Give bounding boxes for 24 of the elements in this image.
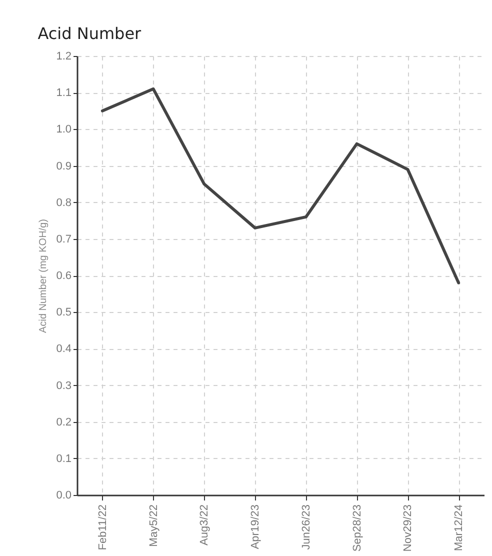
x-tick-label: Nov29/23 <box>402 504 414 552</box>
x-tick-label: Apr19/23 <box>250 504 262 550</box>
x-tick-label: Aug3/22 <box>198 504 211 546</box>
x-tick-label: Jun26/23 <box>300 504 312 550</box>
y-tick-label: 1.1 <box>56 87 72 100</box>
y-tick-label: 0.7 <box>56 233 72 246</box>
x-tick-label: Feb11/22 <box>96 504 109 550</box>
x-tick-label: Sep28/23 <box>351 504 364 552</box>
y-tick-label: 0.3 <box>56 380 72 392</box>
y-tick-label: 1.0 <box>56 124 72 136</box>
y-tick-label: 1.2 <box>56 50 72 62</box>
chart-title: Acid Number <box>38 24 142 43</box>
y-tick-label: 0.0 <box>56 490 72 502</box>
x-tick-label: May5/22 <box>148 504 160 547</box>
x-tick-label: Mar12/24 <box>453 504 466 551</box>
line-series <box>100 87 460 284</box>
y-axis-title: Acid Number (mg KOH/g) <box>38 219 50 333</box>
y-tick-label: 0.2 <box>56 416 72 428</box>
y-tick-label: 0.5 <box>56 306 72 319</box>
y-tick-label: 0.9 <box>56 160 72 172</box>
y-tick-label: 0.4 <box>56 343 72 356</box>
y-tick-label: 0.1 <box>56 452 72 465</box>
y-tick-label: 0.6 <box>56 270 72 282</box>
y-tick-label: 0.8 <box>56 196 72 209</box>
